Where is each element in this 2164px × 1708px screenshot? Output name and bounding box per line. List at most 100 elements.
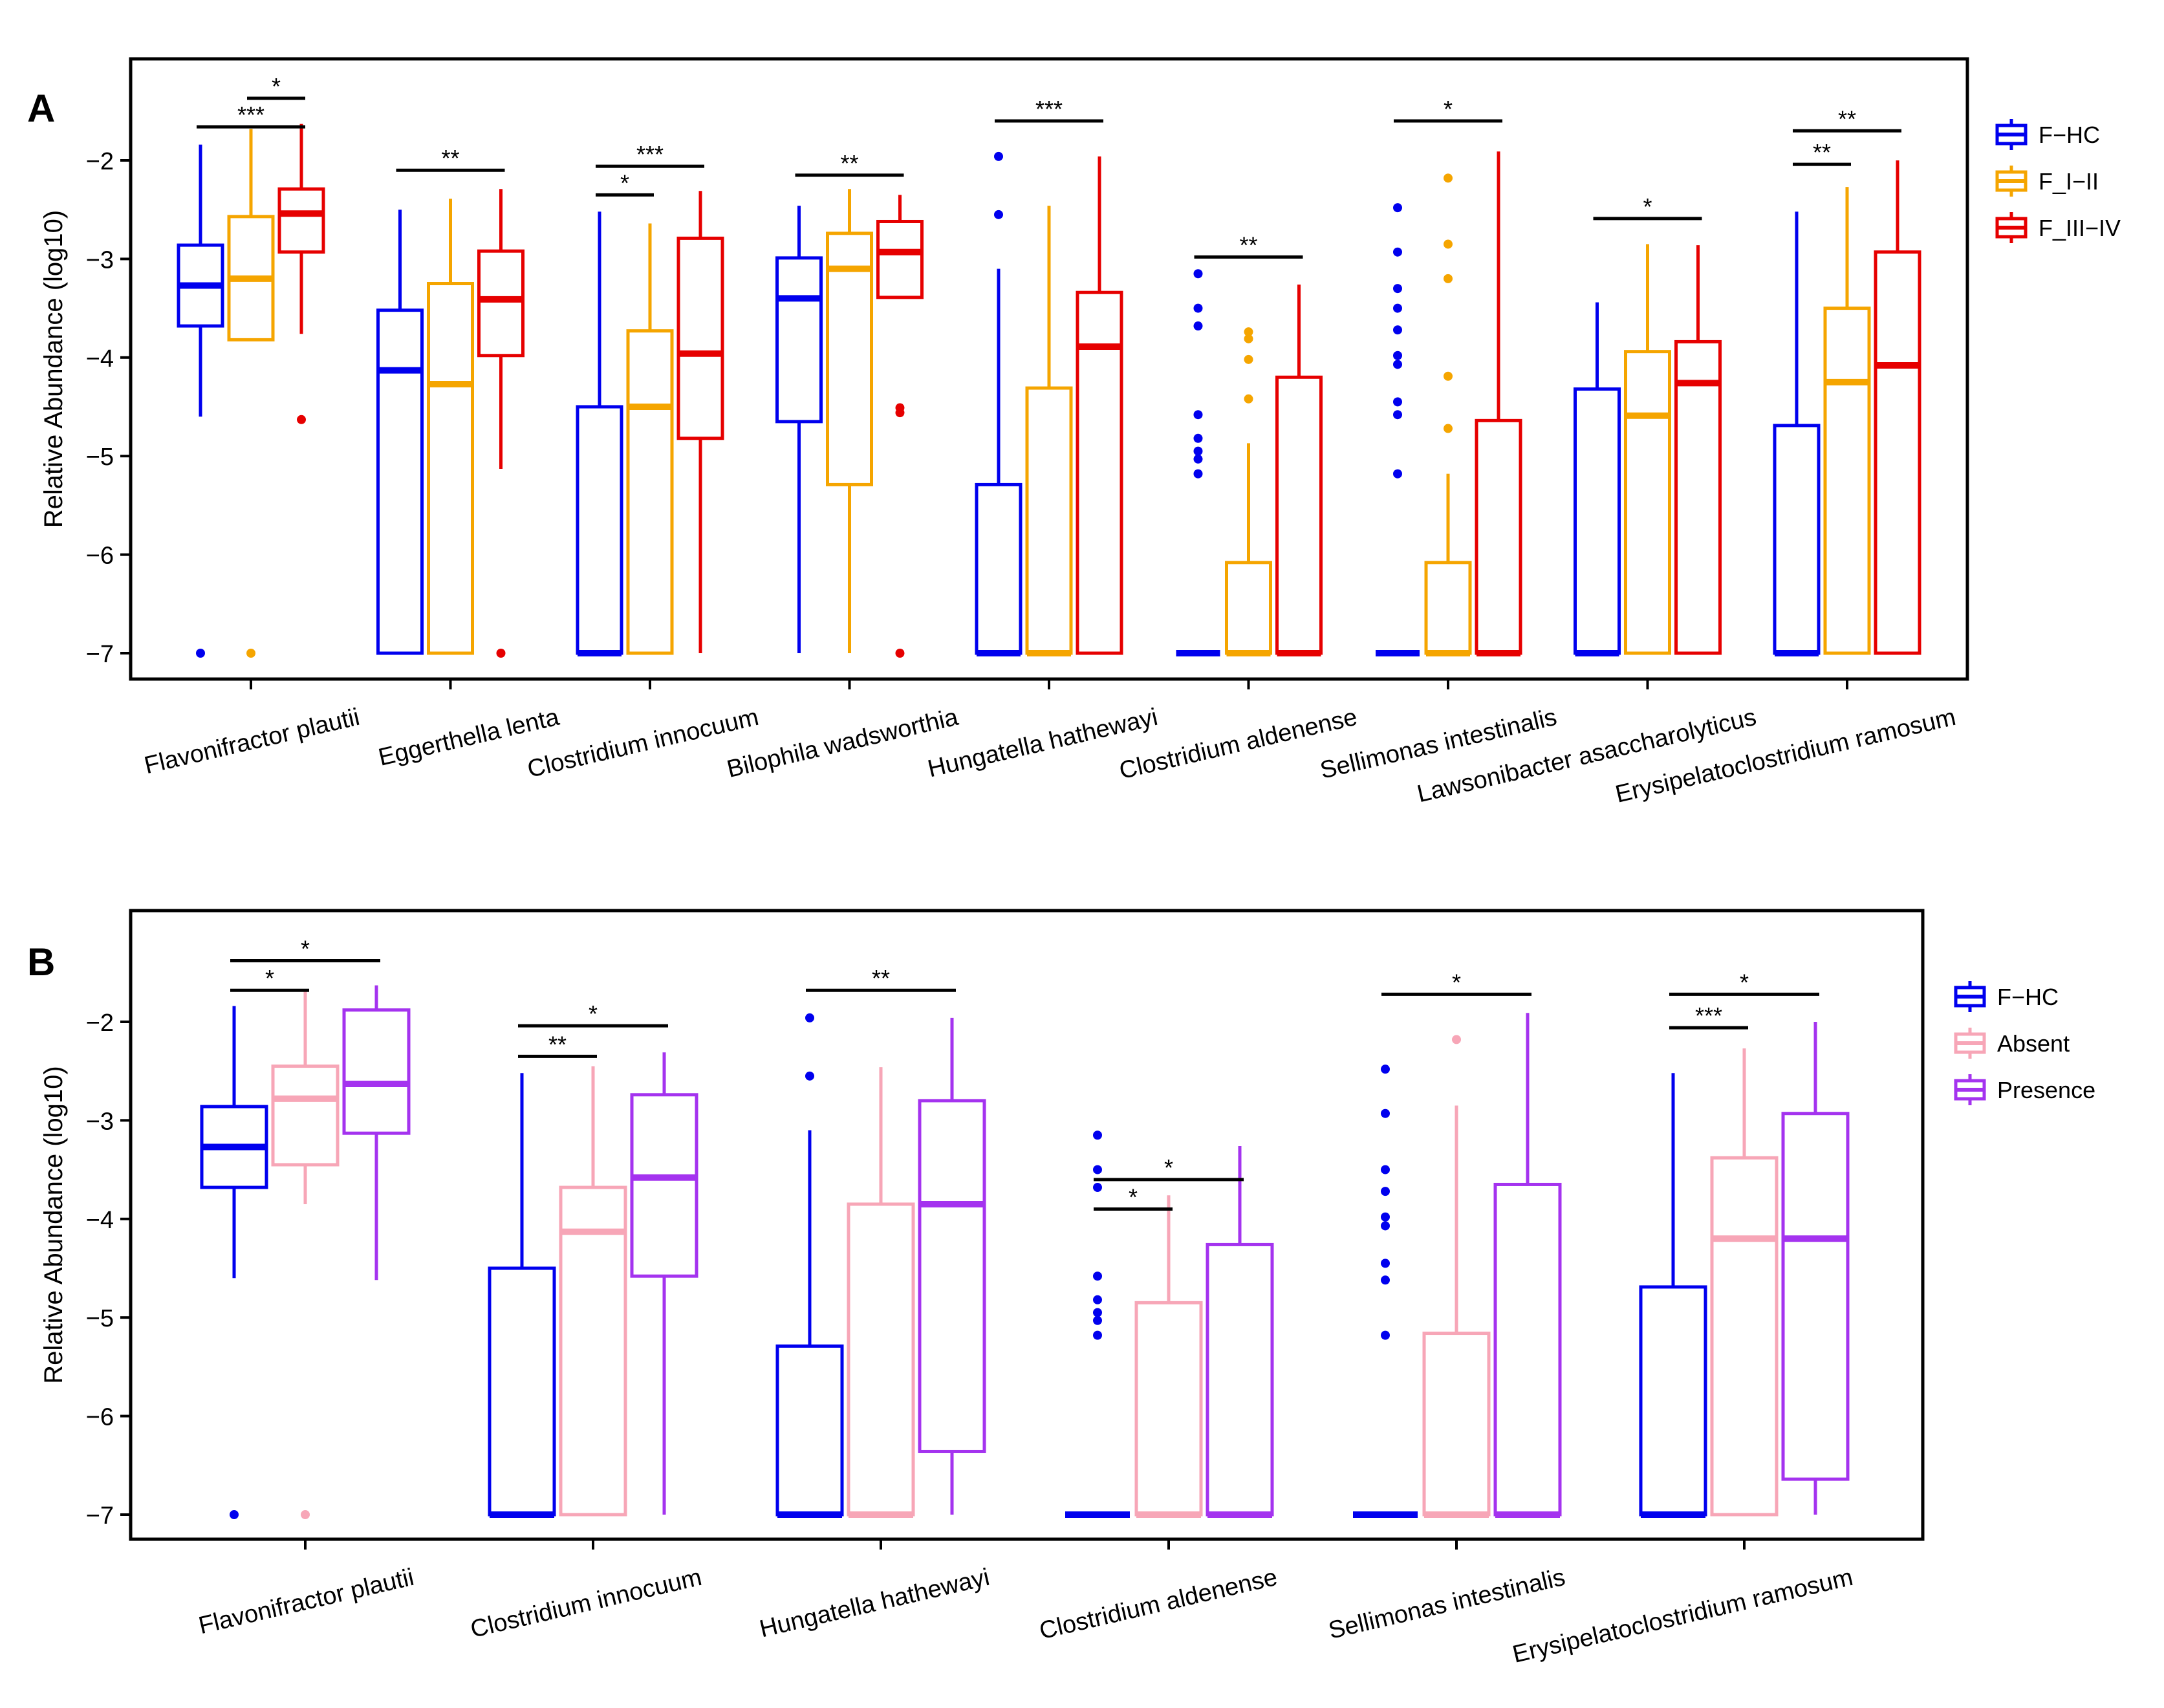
box-F_I−II-5	[1225, 327, 1272, 656]
x-tick-label: Flavonifractor plautii	[196, 1564, 417, 1639]
box-F_III−IV-6	[1475, 151, 1522, 656]
outlier-point	[1193, 446, 1203, 456]
box-body	[477, 249, 525, 358]
box-F−HC-4	[1353, 1065, 1418, 1518]
box-Absent-4	[1422, 1035, 1491, 1518]
outlier-point	[1193, 469, 1203, 479]
significance-label: *	[620, 169, 629, 196]
panel-B: B Relative Abundance (log10) −2 −3 −4 −5 −6 −7 F…	[27, 909, 2095, 1669]
outlier-point	[496, 649, 506, 658]
outlier-point	[1193, 433, 1203, 443]
significance-label: *	[272, 73, 281, 100]
legend-label: Absent	[1997, 1030, 2070, 1057]
box-F_I−II-7	[1624, 244, 1671, 655]
panel-label: B	[27, 940, 55, 984]
legend-item: F_I−II	[1995, 166, 2099, 197]
box-Absent-5	[1710, 1048, 1779, 1517]
outlier-point	[1393, 203, 1402, 213]
box-body	[1206, 1242, 1274, 1517]
outlier-point	[1393, 247, 1402, 257]
legend-item: F−HC	[1954, 981, 2059, 1012]
outlier-point	[230, 1510, 239, 1519]
y-tick-label: −4	[86, 345, 114, 373]
outlier-point	[1093, 1308, 1102, 1317]
box-F−HC-8	[1773, 211, 1821, 656]
box-body	[427, 282, 474, 655]
box-body	[576, 405, 623, 655]
x-tick-label: Clostridium innocuum	[468, 1564, 704, 1643]
box-body	[488, 1266, 556, 1517]
legend-item: F_III−IV	[1995, 212, 2121, 243]
outlier-point	[1381, 1187, 1390, 1196]
outlier-point	[1193, 303, 1203, 313]
box-body	[559, 1185, 627, 1517]
box-body	[676, 236, 724, 440]
box-Presence-3	[1206, 1146, 1274, 1518]
panel-A: A Relative Abundance (log10) −2 −3 −4 −5 −6 −7 F…	[27, 57, 2121, 808]
significance-label: **	[872, 965, 890, 991]
y-tick-label: −3	[86, 1108, 114, 1135]
outlier-point	[1381, 1108, 1390, 1118]
box-F−HC-2	[576, 211, 623, 656]
outlier-point	[1393, 303, 1402, 313]
box-body	[775, 256, 823, 424]
outlier-point	[1444, 173, 1453, 183]
x-tick-label: Lawsonibacter asaccharolyticus	[1414, 704, 1758, 808]
outlier-point	[1393, 360, 1402, 369]
box-F_III−IV-2	[676, 191, 724, 653]
box-body	[876, 219, 924, 299]
box-F_III−IV-1	[477, 189, 525, 658]
significance-label: *	[1444, 96, 1453, 122]
box-Absent-1	[559, 1066, 627, 1517]
box-body	[1639, 1285, 1707, 1517]
significance-label: **	[840, 150, 858, 177]
significance-label: *	[1740, 969, 1749, 995]
box-F−HC-5	[1639, 1073, 1707, 1518]
box-body	[1134, 1301, 1203, 1517]
y-tick-label: −6	[86, 1404, 114, 1431]
box-Presence-4	[1493, 1013, 1562, 1518]
box-F_I−II-2	[626, 223, 674, 655]
box-F_III−IV-4	[1076, 156, 1123, 655]
outlier-point	[1093, 1183, 1102, 1193]
box-F_III−IV-0	[277, 124, 325, 424]
box-F−HC-1	[488, 1073, 556, 1518]
legend-label: F−HC	[1997, 984, 2059, 1010]
significance-label: ***	[636, 141, 664, 168]
box-body	[626, 329, 674, 655]
outlier-point	[1093, 1271, 1102, 1281]
outlier-point	[895, 408, 905, 418]
outlier-point	[895, 649, 905, 658]
outlier-point	[1381, 1165, 1390, 1174]
significance-label: *	[1129, 1184, 1138, 1211]
significance-label: **	[1838, 105, 1856, 132]
box-body	[630, 1093, 698, 1278]
y-tick-label: −7	[86, 1502, 114, 1530]
y-tick-label: −7	[86, 641, 114, 668]
outlier-point	[1381, 1212, 1390, 1222]
box-body	[1422, 1332, 1491, 1517]
box-Absent-2	[847, 1067, 915, 1518]
box-F_III−IV-3	[876, 195, 924, 658]
outlier-point	[1444, 239, 1453, 249]
box-F_I−II-8	[1823, 187, 1871, 655]
x-tick-label: Bilophila wadsworthia	[724, 704, 961, 783]
y-axis-label: Relative Abundance (log10)	[39, 210, 68, 528]
y-tick-label: −6	[86, 543, 114, 570]
outlier-point	[1444, 371, 1453, 381]
x-tick-label: Clostridium innocuum	[525, 704, 761, 783]
outlier-point	[1093, 1295, 1102, 1304]
outlier-point	[1381, 1221, 1390, 1231]
box-F_I−II-6	[1424, 173, 1472, 656]
plot-frame	[129, 909, 1925, 1541]
box-body	[918, 1099, 986, 1453]
box-Presence-1	[630, 1052, 698, 1515]
box-F_III−IV-5	[1275, 285, 1323, 656]
box-F−HC-5	[1176, 269, 1220, 656]
box-Presence-5	[1781, 1022, 1850, 1515]
box-F−HC-0	[200, 1006, 268, 1519]
box-body	[1773, 424, 1821, 655]
outlier-point	[1381, 1259, 1390, 1268]
x-tick-label: Erysipelatoclostridium ramosum	[1613, 704, 1958, 808]
